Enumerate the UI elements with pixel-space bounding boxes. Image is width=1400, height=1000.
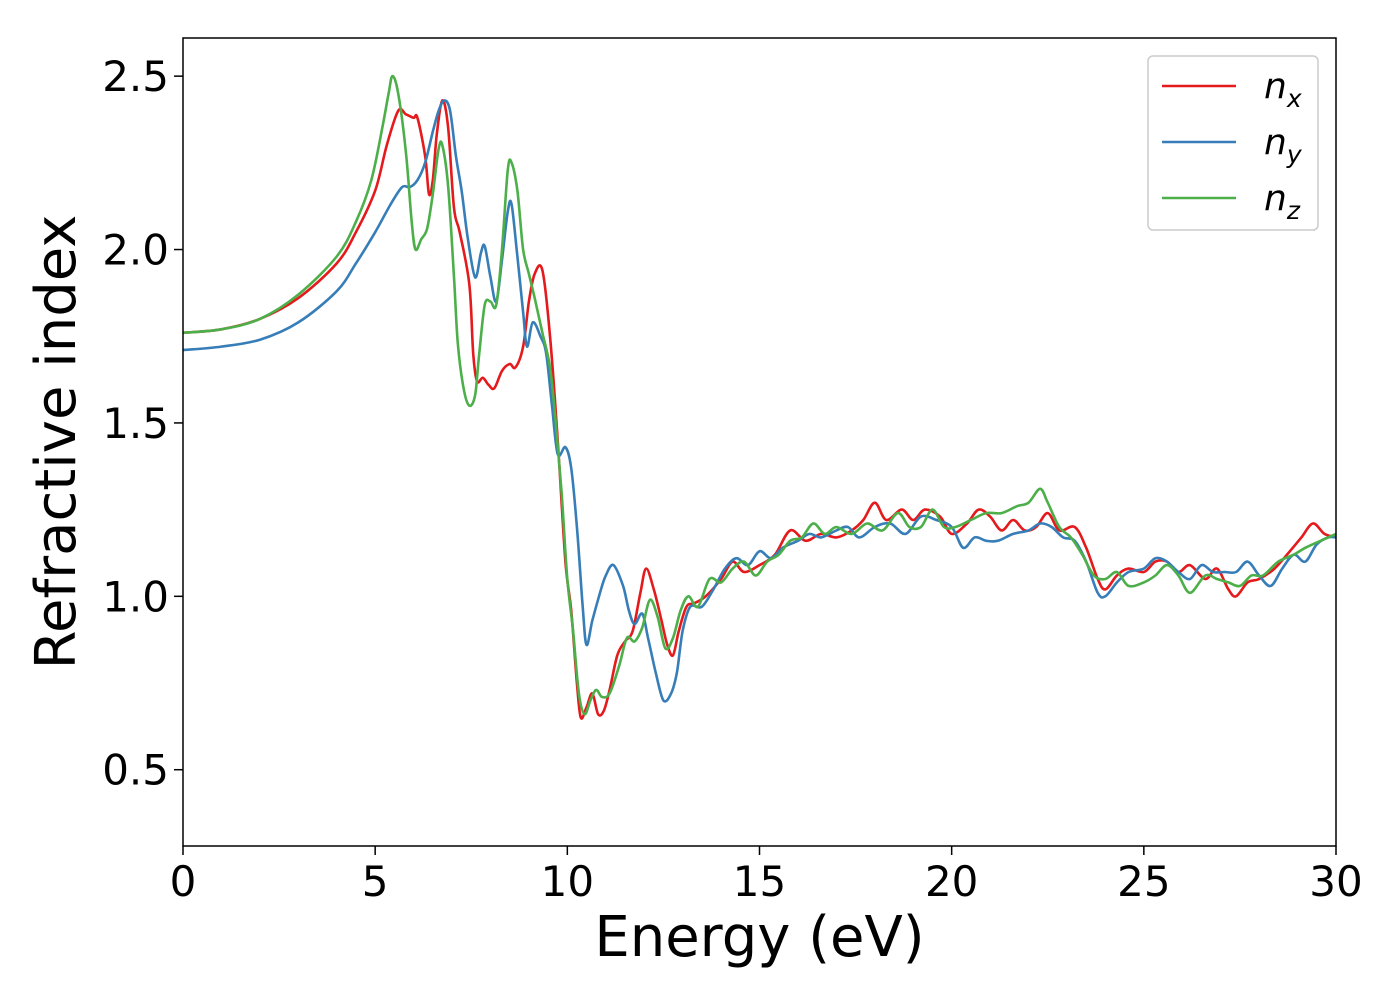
series-line-x: [183, 99, 1336, 720]
legend-label-subscript: x: [1286, 84, 1302, 113]
series-line-z: [183, 74, 1336, 716]
series-line-y: [183, 99, 1336, 703]
x-tick-label: 10: [541, 857, 594, 906]
x-tick-label: 5: [362, 857, 389, 906]
y-tick-label: 1.5: [102, 399, 169, 448]
x-tick-label: 25: [1117, 857, 1170, 906]
x-tick-label: 20: [925, 857, 978, 906]
legend-label-y: ny: [1264, 122, 1303, 169]
series-lines: [183, 74, 1336, 720]
y-tick-label: 0.5: [102, 746, 169, 795]
y-tick-label: 2.0: [102, 226, 169, 275]
legend-label-subscript: z: [1286, 196, 1301, 225]
x-tick-label: 0: [170, 857, 197, 906]
legend-label-main: n: [1264, 122, 1287, 163]
x-tick-label: 15: [733, 857, 786, 906]
y-axis-title: Refractive index: [24, 215, 89, 670]
legend-label-z: nz: [1264, 178, 1301, 225]
legend-label-x: nx: [1264, 66, 1302, 113]
axis-ticks: 0 5 10 15 20 25 30 0.5 1.0 1.5 2.0 2.5: [102, 52, 1363, 906]
y-tick-label: 1.0: [102, 572, 169, 621]
x-axis-title: Energy (eV): [594, 905, 924, 970]
legend-label-subscript: y: [1286, 140, 1303, 169]
y-tick-label: 2.5: [102, 52, 169, 101]
x-tick-label: 30: [1309, 857, 1362, 906]
legend-label-main: n: [1264, 178, 1287, 219]
legend-label-main: n: [1264, 66, 1287, 107]
